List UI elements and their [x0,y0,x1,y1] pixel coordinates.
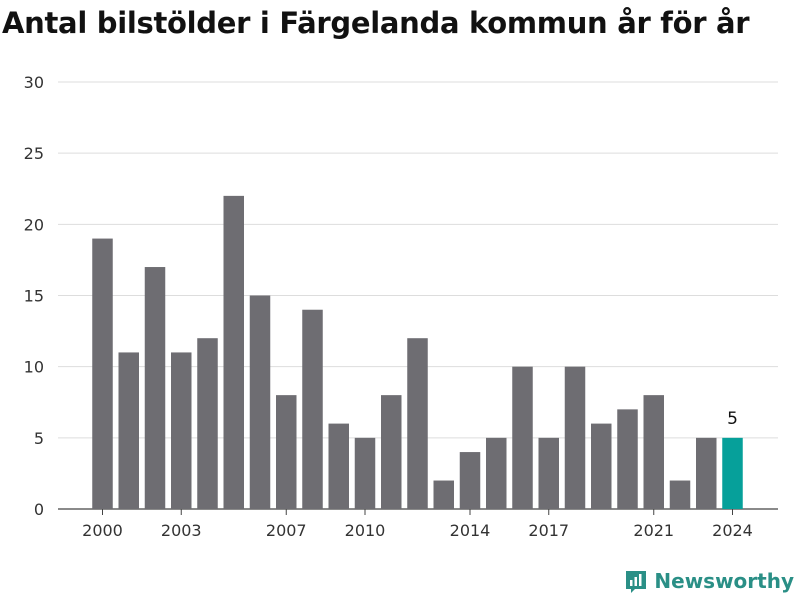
brand: Newsworthy [624,569,794,593]
bar-2013 [433,480,454,509]
bar-2004 [197,338,218,509]
y-tick-label: 20 [24,215,44,234]
bar-2006 [249,295,271,509]
bar-2023 [696,437,717,509]
brand-name: Newsworthy [654,569,794,593]
bar-2001 [118,352,139,509]
bar-2002 [144,267,166,509]
x-tick-label: 2003 [161,521,202,540]
data-label-2024: 5 [727,409,738,429]
y-tick-label: 5 [34,429,44,448]
newsworthy-logo-icon [626,571,647,593]
x-tick-label: 2014 [450,521,491,540]
y-tick-label: 0 [34,500,44,519]
bar-2014 [459,452,481,509]
bar-2008 [302,309,323,509]
bar-2003 [171,352,192,509]
bar-2016 [512,366,533,509]
x-tick-label: 2024 [712,521,753,540]
bar-2009 [328,423,349,509]
bar-2019 [591,423,612,509]
y-tick-label: 30 [24,73,44,92]
bar-2011 [381,395,402,509]
x-tick-label: 2007 [266,521,307,540]
bar-2012 [407,338,428,509]
bar-2022 [669,480,691,509]
y-axis-ticks: 0 5 10 15 20 25 30 [24,73,44,519]
bar-2020 [617,409,638,509]
y-tick-label: 15 [24,287,44,306]
y-tick-label: 10 [24,358,44,377]
bar-2015 [486,437,507,509]
bar-2017 [538,437,559,509]
data-labels: 5 [727,409,738,429]
x-tick-label: 2010 [345,521,386,540]
x-axis-ticks: 2000 2003 2007 2010 2014 2017 2021 2024 [82,509,753,540]
bar-2024 [722,437,743,509]
x-tick-label: 2017 [528,521,569,540]
y-tick-label: 25 [24,144,44,163]
x-tick-label: 2021 [633,521,674,540]
chart-title: Antal bilstölder i Färgelanda kommun år … [2,6,750,40]
bar-2005 [223,195,244,509]
bar-2000 [92,238,113,510]
bar-2010 [354,437,376,509]
bar-2021 [643,395,664,509]
x-tick-label: 2000 [82,521,123,540]
bar-2007 [276,395,297,509]
bar-2018 [564,366,586,509]
bars [92,195,743,510]
